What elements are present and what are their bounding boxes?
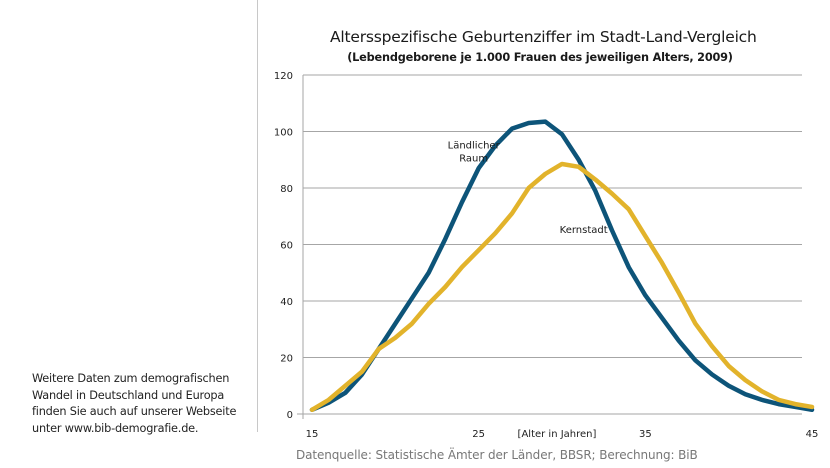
series-label: Ländlicher <box>448 140 501 151</box>
y-tick-label: 40 <box>280 297 293 308</box>
series-labels: Ländlicher Raum Kernstadt <box>448 140 608 236</box>
chart-title: Altersspezifische Geburtenziffer im Stad… <box>330 28 757 46</box>
data-source: Datenquelle: Statistische Ämter der Länd… <box>296 448 698 462</box>
y-tick-label: 80 <box>280 184 293 195</box>
series-label: Raum <box>459 153 488 164</box>
x-tick-label: 25 <box>472 429 485 440</box>
side-note-line: Weitere Daten zum demografischen <box>32 372 230 385</box>
side-note-line: unter www.bib-demografie.de. <box>32 421 199 435</box>
y-tick-label: 120 <box>274 71 293 82</box>
side-note-line: finden Sie auch auf unserer Webseite <box>32 405 237 418</box>
axes <box>297 75 802 419</box>
series-label: Kernstadt <box>560 225 608 236</box>
x-tick-label: 15 <box>306 429 319 440</box>
y-tick-label: 0 <box>287 410 293 421</box>
gridlines <box>303 74 802 358</box>
side-note-line: Wandel in Deutschland und Europa <box>32 388 225 402</box>
y-tick-label: 60 <box>280 241 293 252</box>
vertical-divider <box>257 0 258 432</box>
series-lines <box>309 119 815 413</box>
y-tick-labels: 0 20 40 60 80 100 120 <box>274 71 293 421</box>
series-line-kernstadt <box>309 161 815 413</box>
chart-subtitle: (Lebendgeborene je 1.000 Frauen des jewe… <box>347 51 733 64</box>
y-tick-label: 100 <box>274 128 293 139</box>
y-tick-label: 20 <box>280 354 293 365</box>
series-line-laendlicher-raum <box>309 119 815 413</box>
side-note: Weitere Daten zum demografischen Wandel … <box>32 371 257 437</box>
x-axis-label: [Alter in Jahren] <box>518 429 597 440</box>
x-tick-label: 35 <box>639 429 652 440</box>
x-tick-label: 45 <box>806 429 819 440</box>
x-tick-labels: 15 25 35 45 <box>306 429 819 440</box>
